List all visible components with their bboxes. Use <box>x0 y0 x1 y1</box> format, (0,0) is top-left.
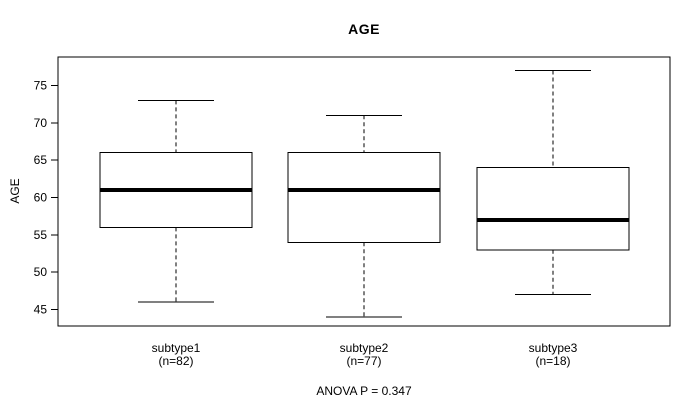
y-axis-tick-label: 45 <box>34 303 48 317</box>
y-axis-tick-label: 65 <box>34 153 48 167</box>
x-label-subtype2: subtype2 <box>340 341 389 355</box>
plot-frame <box>57 56 671 327</box>
x-sublabel-subtype1: (n=82) <box>158 354 193 368</box>
chart-title: AGE <box>348 21 380 37</box>
y-axis-tick-label: 55 <box>34 228 48 242</box>
x-sublabel-subtype3: (n=18) <box>535 354 570 368</box>
iqr-box-subtype3 <box>476 167 630 251</box>
x-label-subtype1: subtype1 <box>152 341 201 355</box>
anova-annotation: ANOVA P = 0.347 <box>316 384 412 398</box>
y-axis-tick-label: 50 <box>34 265 48 279</box>
iqr-box-subtype2 <box>287 152 441 243</box>
x-sublabel-subtype2: (n=77) <box>346 354 381 368</box>
y-axis-tick-label: 60 <box>34 190 48 204</box>
y-axis-tick-label: 70 <box>34 116 48 130</box>
y-axis-tick-label: 75 <box>34 78 48 92</box>
x-label-subtype3: subtype3 <box>529 341 578 355</box>
